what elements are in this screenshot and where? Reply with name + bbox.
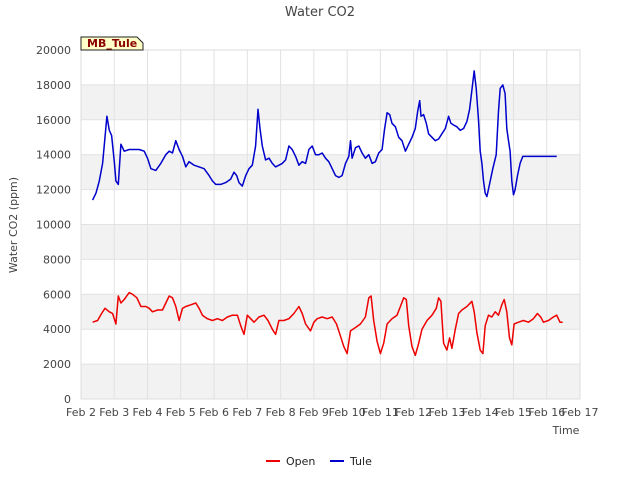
x-tick-label: Feb 12: [395, 406, 432, 419]
x-tick-label: Feb 5: [166, 406, 196, 419]
y-tick-labels: 0 2000 4000 6000 8000 10000 12000 14000 16000 180…: [36, 44, 71, 406]
x-tick-label: Feb 3: [99, 406, 129, 419]
x-tick-label: Feb 11: [362, 406, 399, 419]
series-line-open: [92, 291, 563, 357]
x-tick-label: Feb 10: [329, 406, 366, 419]
y-tick-label: 8000: [43, 253, 71, 266]
series-lines: [91, 70, 563, 357]
x-tick-label: Feb 9: [299, 406, 329, 419]
background-bands: [81, 84, 580, 399]
y-axis-label: Water CO2 (ppm): [7, 177, 20, 273]
x-tick-label: Feb 4: [133, 406, 163, 419]
y-tick-label: 2000: [43, 358, 71, 371]
y-tick-label: 16000: [36, 114, 71, 127]
y-tick-label: 14000: [36, 149, 71, 162]
x-tick-label: Feb 7: [232, 406, 262, 419]
x-tick-labels: Feb 2 Feb 3 Feb 4 Feb 5 Feb 6 Feb 7 Feb 8 Feb 9…: [66, 406, 598, 419]
legend-label-open: Open: [286, 455, 315, 468]
legend-label-tule: Tule: [349, 455, 372, 468]
background-band: [81, 224, 580, 260]
x-tick-label: Feb 6: [199, 406, 229, 419]
plot-frame: [80, 49, 581, 400]
x-tick-label: Feb 2: [66, 406, 96, 419]
y-tick-label: 0: [64, 393, 71, 406]
x-tick-label: Feb 17: [562, 406, 599, 419]
x-tick-label: Feb 14: [462, 406, 499, 419]
y-tick-label: 6000: [43, 288, 71, 301]
background-band: [81, 84, 580, 120]
y-tick-label: 20000: [36, 44, 71, 57]
background-band: [81, 154, 580, 190]
chart-title: Water CO2: [285, 5, 355, 20]
x-tick-label: Feb 8: [266, 406, 296, 419]
background-band: [81, 364, 580, 399]
background-band: [81, 294, 580, 330]
site-label-box: MB_Tule: [80, 36, 144, 51]
y-tick-label: 4000: [43, 323, 71, 336]
x-axis-label: Time: [552, 424, 580, 437]
legend: Open Tule: [266, 455, 372, 468]
series-line-tule: [91, 70, 557, 201]
x-tick-label: Feb 15: [495, 406, 532, 419]
x-tick-label: Feb 13: [428, 406, 465, 419]
y-tick-label: 18000: [36, 79, 71, 92]
y-tick-label: 10000: [36, 219, 71, 232]
site-label: MB_Tule: [87, 37, 137, 50]
y-tick-label: 12000: [36, 184, 71, 197]
x-tick-label: Feb 16: [528, 406, 565, 419]
